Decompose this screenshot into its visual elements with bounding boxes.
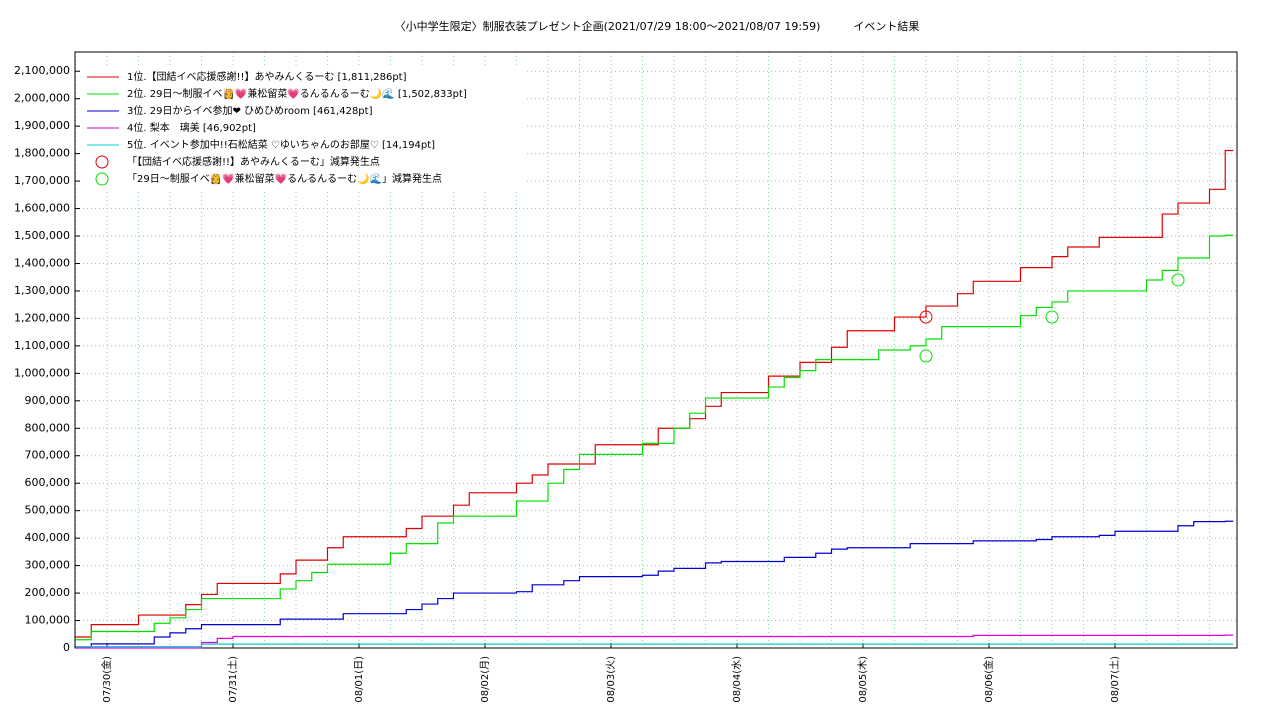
x-tick-label: 08/02(月) [479,656,491,703]
plot-frame [74,51,1238,649]
legend-symbol [95,172,109,186]
y-tick-label: 1,800,000 [14,147,70,160]
reduction-marker [1171,273,1185,287]
legend-label: 5位. イベント参加中!!石松結菜 ♡ゆいちゃんのお部屋♡ [14,194pt] [127,138,435,151]
reduction-marker [1045,310,1059,324]
y-tick-label: 500,000 [25,504,71,517]
reduction-marker [919,310,933,324]
x-tick-label: 08/06(金) [982,656,995,703]
legend: 1位.【団結イベ応援感謝!!】あやみんくるーむ [1,811,286pt] 2位.… [80,66,525,192]
legend-symbol [95,155,109,169]
y-tick-label: 1,700,000 [14,174,70,187]
x-tick-label: 08/05(木) [857,656,869,703]
legend-label: 4位. 梨本 璃美 [46,902pt] [127,121,256,134]
y-tick-label: 1,500,000 [14,229,70,242]
x-tick-label: 08/07(土) [1108,656,1121,703]
y-tick-label: 100,000 [25,614,71,627]
y-tick-label: 300,000 [25,559,71,572]
y-tick-label: 1,400,000 [14,256,70,269]
chart-title: 〈小中学生限定〉制服衣装プレゼント企画(2021/07/29 18:00〜202… [395,19,920,33]
x-tick-label: 08/04(水) [731,656,743,703]
y-tick-label: 2,000,000 [14,92,70,105]
y-tick-label: 400,000 [25,531,71,544]
y-tick-label: 1,200,000 [14,311,70,324]
y-tick-label: 1,300,000 [14,284,70,297]
y-tick-label: 1,600,000 [14,202,70,215]
series-line [75,234,1234,641]
y-tick-label: 2,100,000 [14,64,70,77]
y-tick-label: 200,000 [25,586,71,599]
y-tick-label: 900,000 [25,394,71,407]
y-tick-label: 600,000 [25,476,71,489]
legend-label: 1位.【団結イベ応援感謝!!】あやみんくるーむ [1,811,286pt] [127,70,407,83]
legend-label: 「29日〜制服イベ👸💗兼松留菜💗るんるんるーむ🌙🌊」減算発生点 [127,172,442,185]
y-tick-label: 700,000 [25,449,71,462]
legend-box [80,66,525,192]
x-tick-label: 07/31(土) [226,656,239,703]
reduction-marker [919,349,933,363]
legend-label: 3位. 29日からイベ参加❤ ひめひめroom [461,428pt] [127,104,373,117]
y-tick-label: 1,000,000 [14,366,70,379]
y-tick-label: 0 [63,641,70,654]
legend-label: 「【団結イベ応援感謝!!】あやみんくるーむ」減算発生点 [127,155,380,168]
x-tick-label: 07/30(金) [100,656,113,703]
series-line [75,149,1234,638]
legend-label: 2位. 29日〜制服イベ👸💗兼松留菜💗るんるんるーむ🌙🌊 [1,502,833p… [127,87,467,100]
series-line [75,520,1234,648]
series-line [75,643,1234,648]
y-tick-label: 800,000 [25,421,71,434]
x-tick-label: 08/01(日) [354,656,365,703]
y-tick-label: 1,100,000 [14,339,70,352]
y-tick-label: 1,900,000 [14,119,70,132]
series-line [75,634,1234,649]
x-tick-label: 08/03(火) [605,656,617,703]
